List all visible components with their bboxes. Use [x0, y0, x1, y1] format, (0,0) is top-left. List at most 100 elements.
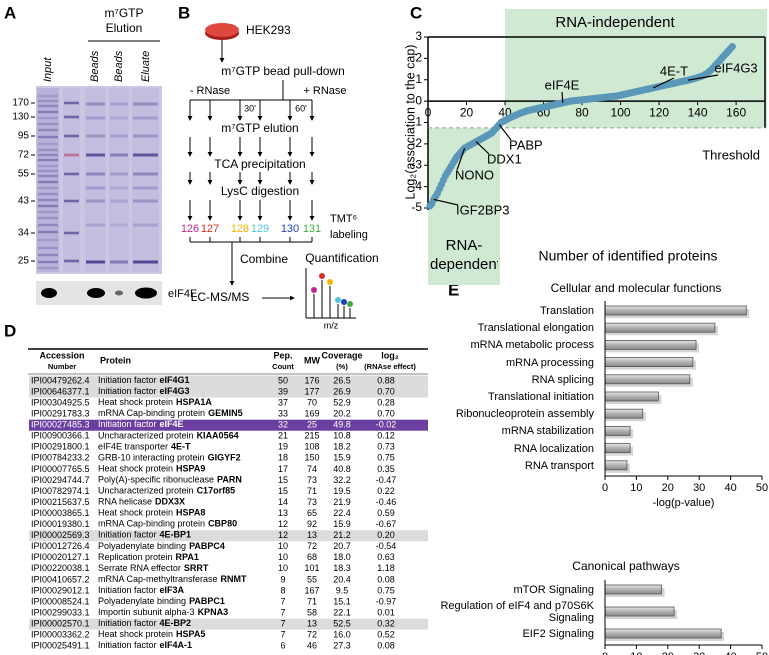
accession: IPI00782974.1 — [31, 486, 90, 496]
gel-band — [38, 246, 58, 250]
protein-name: HSPA9 — [176, 464, 205, 474]
x-tick-label: 20 — [460, 105, 474, 119]
row-highlight — [29, 386, 428, 398]
gel-band — [38, 110, 58, 114]
gel-band — [38, 180, 58, 184]
gel-band — [38, 158, 58, 162]
ladder-band — [64, 115, 79, 119]
marker-label: 72 — [18, 150, 30, 161]
annotation: eIF4E — [545, 77, 580, 92]
category-label: RNA transport — [524, 459, 594, 472]
table-header: log₂ — [381, 350, 399, 360]
table-cell: 0.59 — [377, 508, 395, 518]
blot-signal — [41, 288, 57, 298]
protein-name: KPNA3 — [198, 607, 229, 617]
table-cell: 0.32 — [377, 618, 395, 628]
table-header: (RNAse effect) — [364, 362, 416, 371]
category-label-box: mRNA metabolic process — [471, 339, 595, 351]
table-cell: 12 — [278, 530, 288, 540]
protein-name: 4E-BP2 — [160, 618, 192, 628]
table-cell: 33 — [278, 409, 288, 419]
protein: Serrate RNA effector SRRT — [98, 563, 209, 573]
table-cell: -0.97 — [376, 596, 397, 606]
protein: Heat shock protein HSPA9 — [98, 464, 205, 474]
x-axis-title: Number of identified proteins — [539, 248, 718, 264]
protein-name: PABPC4 — [189, 541, 225, 551]
protein: eIF4E transporter 4E-T — [98, 442, 191, 452]
table-cell: 9.5 — [336, 585, 349, 595]
gel-band — [133, 223, 158, 227]
gel-band — [38, 266, 58, 270]
table-cell: 0.70 — [377, 409, 395, 419]
table-header: Coverage — [321, 350, 362, 360]
time: 30' — [244, 103, 256, 113]
threshold-label: Threshold — [702, 147, 760, 162]
group-label: m⁷GTP — [104, 6, 143, 20]
protein-description: Initiation factor — [98, 420, 157, 430]
ladder-band — [64, 199, 79, 203]
table-cell: 22.4 — [333, 508, 351, 518]
gel-band — [38, 198, 58, 202]
table-header: Protein — [100, 355, 131, 365]
spectrum-dot — [319, 273, 325, 279]
cells-label: HEK293 — [246, 23, 291, 37]
gel-lane — [132, 88, 159, 272]
category-label: Regulation of eIF4 and p70S6K Signaling — [440, 600, 594, 624]
annotation-leader — [456, 147, 466, 171]
category-label-box: mTOR Signaling — [514, 584, 595, 596]
ladder-band — [64, 153, 79, 157]
y-tick-label: -3 — [411, 157, 422, 171]
accession: IPI00027485.3 — [31, 420, 90, 430]
gel-band — [110, 172, 128, 176]
x-tick-label: 10 — [630, 482, 642, 494]
tmt-label: 130 — [281, 223, 299, 235]
category-label-box: mRNA processing — [506, 357, 594, 369]
table-cell: 17 — [278, 464, 288, 474]
protein-description: Polyadenylate binding — [98, 541, 186, 551]
table-cell: 0.20 — [377, 530, 395, 540]
protein-description: GRB-10 interacting protein — [98, 453, 205, 463]
protein: Uncharacterized protein C17orf85 — [98, 486, 235, 496]
protein: Initiation factor 4E-BP1 — [98, 530, 191, 540]
table-cell: 0.73 — [377, 442, 395, 452]
category-label: EIF2 Signaling — [522, 628, 594, 640]
table-cell: 13 — [278, 508, 288, 518]
x-tick-label: 0 — [602, 482, 608, 494]
spectrum-dot — [335, 297, 341, 303]
spectrum-dot — [347, 301, 353, 307]
table-cell: -0.47 — [376, 475, 397, 485]
table-cell: 0.28 — [377, 397, 395, 407]
step: LC-MS/MS — [191, 290, 250, 304]
step: m⁷GTP elution — [221, 121, 298, 135]
protein-description: Initiation factor — [98, 618, 157, 628]
table-cell: 7 — [280, 618, 285, 628]
gel-lane — [63, 88, 80, 272]
x-tick-label: 40 — [724, 651, 736, 655]
gel-band — [86, 172, 105, 176]
table-cell: 12 — [278, 519, 288, 529]
category-label-box: Translational elongation — [478, 322, 594, 334]
gel-lane — [85, 88, 106, 272]
table-cell: 73 — [307, 475, 317, 485]
protein-name: eIF4G3 — [160, 386, 190, 396]
y-tick-label: 1 — [415, 72, 422, 86]
table-cell: 49.8 — [333, 420, 351, 430]
gel-band — [86, 116, 105, 120]
spectrum-dot — [341, 299, 347, 305]
protein-description: Uncharacterized protein — [98, 431, 194, 441]
region-shade — [428, 127, 500, 285]
marker-label: 130 — [12, 112, 29, 123]
accession: IPI00019380.1 — [31, 519, 90, 529]
protein-name: RPA1 — [176, 552, 199, 562]
marker-label: 170 — [12, 98, 29, 109]
gel-band — [38, 122, 58, 126]
protein: mRNA Cap-methyltransferase RNMT — [98, 574, 247, 584]
accession: IPI00900366.1 — [31, 431, 90, 441]
table-cell: 0.75 — [377, 585, 395, 595]
gel-band — [133, 116, 158, 120]
tmt-label: 126 — [181, 223, 199, 235]
protein: Initiation factor 4E-BP2 — [98, 618, 191, 628]
bar — [604, 606, 675, 617]
gel-band — [38, 142, 58, 146]
tmt-caption: labeling — [330, 229, 368, 241]
